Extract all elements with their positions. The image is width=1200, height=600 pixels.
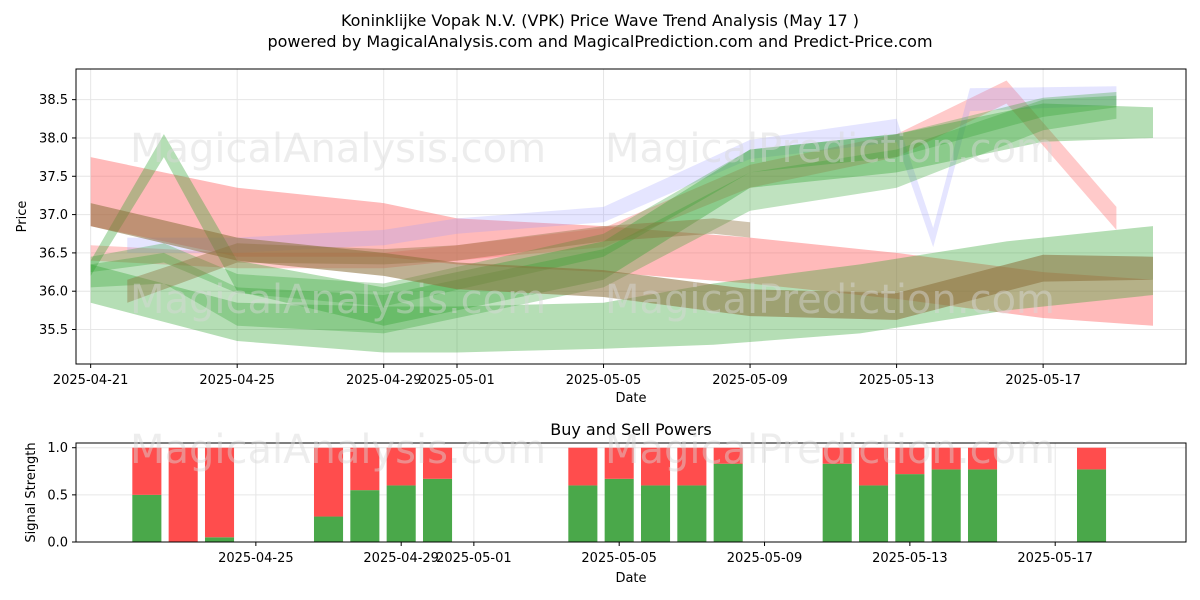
- sell-bar: [640, 447, 671, 486]
- sell-bar: [822, 447, 852, 464]
- buy-bar: [822, 463, 852, 542]
- watermark-text: MagicalAnalysis.com: [130, 277, 546, 323]
- buy-bar: [967, 469, 998, 542]
- sell-bar: [422, 447, 453, 479]
- plot-frame: [75, 68, 1187, 365]
- wave-band-red: [90, 80, 1117, 269]
- buy-bar: [713, 463, 743, 542]
- wave-band-green: [90, 226, 1154, 353]
- x-tick-label: 2025-04-21: [53, 373, 129, 388]
- watermark-text: MagicalAnalysis.com: [130, 427, 546, 473]
- price-wave-chart: 35.5 36.0 36.5 37.0 37.5 38.0 38.5 2025-04-21 20…: [15, 68, 1187, 406]
- plot-frame: [75, 442, 1187, 543]
- y-tick-label: 1.0: [47, 441, 68, 456]
- sell-bar: [604, 447, 634, 479]
- x-tick-label: 2025-05-01: [419, 373, 495, 388]
- x-axis-title: Date: [615, 571, 646, 586]
- sell-bar: [568, 447, 598, 486]
- buy-bar: [422, 478, 453, 542]
- x-tick-label: 2025-04-29: [346, 373, 422, 388]
- wave-band-brown: [127, 218, 751, 303]
- y-tick-label: 0.5: [47, 488, 68, 503]
- y-tick-label: 36.0: [39, 285, 68, 300]
- x-tick-label: 2025-04-25: [199, 373, 275, 388]
- buy-bar: [204, 537, 235, 542]
- y-tick-label: 36.5: [39, 246, 68, 261]
- x-tick-label: 2025-05-09: [712, 373, 788, 388]
- buy-bar: [313, 516, 344, 542]
- sell-bar: [895, 447, 925, 475]
- sell-bar: [931, 447, 961, 470]
- x-tick-label: 2025-04-29: [363, 551, 439, 566]
- buy-bar: [931, 469, 961, 542]
- watermark-text: MagicalAnalysis.com: [130, 126, 546, 172]
- buy-bar: [386, 485, 416, 542]
- y-tick-label: 37.0: [39, 208, 68, 223]
- watermark-layer: MagicalAnalysis.com MagicalPrediction.com…: [130, 126, 1055, 473]
- sell-bar: [1076, 447, 1107, 470]
- buy-bar: [350, 490, 380, 542]
- y-tick-label: 37.5: [39, 170, 68, 185]
- buy-bar: [132, 494, 162, 542]
- wave-band-blue: [127, 86, 1117, 253]
- sell-bar: [677, 447, 707, 486]
- y-axis-title: Price: [15, 201, 30, 233]
- sell-bar: [713, 447, 743, 464]
- x-tick-label: 2025-04-25: [218, 551, 294, 566]
- buy-bar: [604, 478, 634, 542]
- buy-bar: [640, 485, 671, 542]
- wave-band-green: [90, 103, 1154, 326]
- y-tick-label: 38.0: [39, 131, 68, 146]
- y-axis-title: Signal Strength: [24, 442, 39, 542]
- sell-bar: [350, 447, 380, 491]
- buy-bar: [1076, 469, 1107, 542]
- sell-bar: [132, 447, 162, 495]
- bar-chart-title: Buy and Sell Powers: [550, 420, 712, 439]
- wave-band-brown: [90, 203, 1154, 320]
- wave-band-red: [90, 157, 1154, 326]
- chart-title: Koninklijke Vopak N.V. (VPK) Price Wave …: [341, 11, 859, 30]
- buy-bar: [858, 485, 889, 542]
- sell-bar: [967, 447, 998, 470]
- buy-bar: [895, 474, 925, 542]
- x-tick-label: 2025-05-05: [581, 551, 657, 566]
- x-axis-title: Date: [615, 391, 646, 406]
- x-tick-label: 2025-05-13: [859, 373, 935, 388]
- x-tick-label: 2025-05-13: [872, 551, 948, 566]
- x-tick-label: 2025-05-17: [1005, 373, 1081, 388]
- wave-band-green: [90, 92, 1117, 307]
- watermark-text: MagicalPrediction.com: [605, 126, 1055, 172]
- chart-subtitle: powered by MagicalAnalysis.com and Magic…: [267, 32, 932, 51]
- y-tick-label: 38.5: [39, 93, 68, 108]
- x-tick-label: 2025-05-01: [436, 551, 512, 566]
- watermark-text: MagicalPrediction.com: [605, 277, 1055, 323]
- y-tick-label: 0.0: [47, 536, 68, 551]
- sell-bar: [168, 447, 198, 542]
- y-tick-label: 35.5: [39, 323, 68, 338]
- x-tick-label: 2025-05-17: [1017, 551, 1093, 566]
- buy-bar: [568, 485, 598, 542]
- x-tick-label: 2025-05-09: [727, 551, 803, 566]
- buy-bar: [677, 485, 707, 542]
- sell-bar: [386, 447, 416, 486]
- sell-bar: [313, 447, 344, 517]
- x-tick-label: 2025-05-05: [566, 373, 642, 388]
- sell-bar: [858, 447, 889, 486]
- sell-bar: [204, 447, 235, 538]
- watermark-text: MagicalPrediction.com: [605, 427, 1055, 473]
